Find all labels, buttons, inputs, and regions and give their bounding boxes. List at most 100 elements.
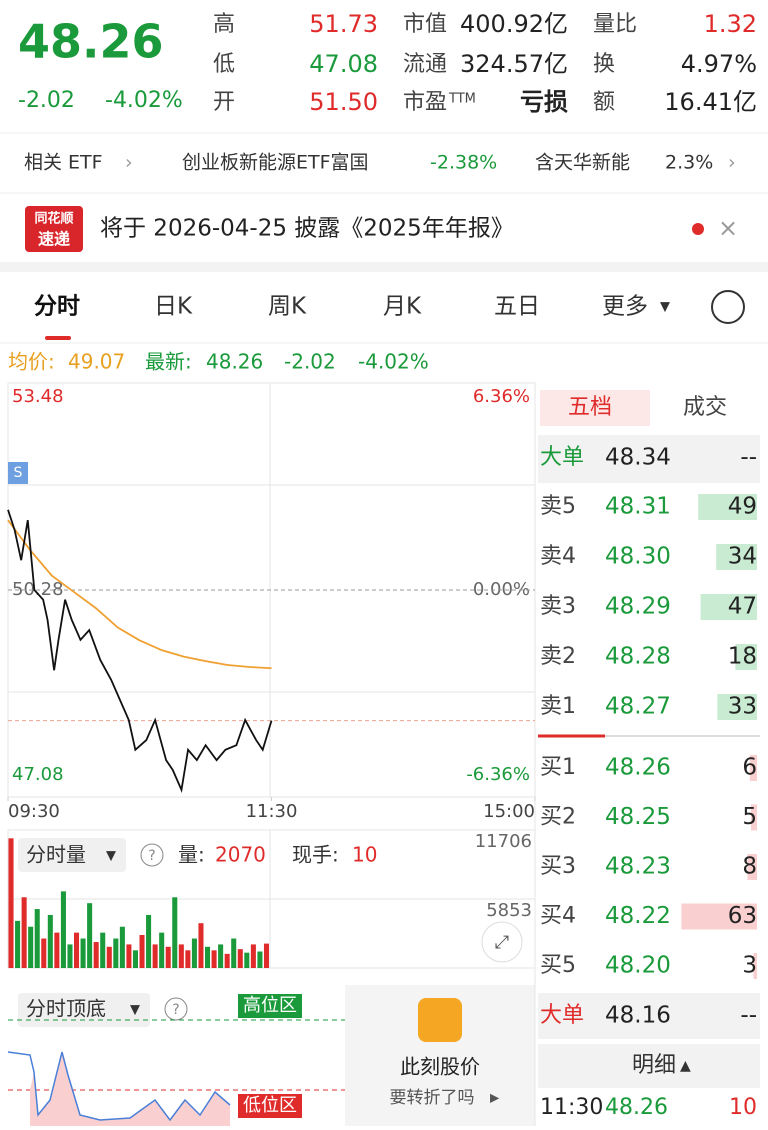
book-label: 卖3 <box>540 594 576 619</box>
stat-sup: TTM <box>448 92 476 107</box>
book-label: 卖2 <box>540 644 576 669</box>
book-price: 48.25 <box>605 804 671 830</box>
order-bar <box>681 903 757 930</box>
book-label: 买4 <box>540 904 576 929</box>
volume-bar <box>93 942 99 968</box>
logo <box>25 206 83 252</box>
notice-text[interactable]: 将于 2026-04-25 披露《2025年年报》 <box>100 216 514 242</box>
hand-label: 现手: <box>292 843 339 867</box>
detail-label: 明细 <box>632 1053 676 1078</box>
volume-bar <box>159 932 165 968</box>
marker: S <box>14 465 23 481</box>
tab[interactable]: 更多 <box>602 294 648 320</box>
volume-bar <box>257 951 263 968</box>
tab-underline <box>45 336 71 340</box>
trade-price: 48.26 <box>605 1095 668 1120</box>
stat-value: 亏损 <box>520 88 568 116</box>
high-label: 高位区 <box>243 995 297 1016</box>
book-label: 买3 <box>540 854 576 879</box>
indicator-label: 分时顶底 <box>26 997 106 1021</box>
volume-bar <box>237 949 243 968</box>
volume-bar <box>74 932 80 968</box>
order-bar <box>735 644 757 670</box>
low-tag <box>238 1094 302 1118</box>
order-bar <box>716 544 757 570</box>
stat-label: 市值 <box>403 12 447 37</box>
volume-bar <box>250 944 256 968</box>
book-tab[interactable]: 五档 <box>568 395 612 420</box>
order-bar <box>749 755 757 781</box>
pct-tick-label: 6.36% <box>473 386 530 407</box>
x-tick-label: 09:30 <box>8 801 60 822</box>
volume-bar <box>172 897 178 968</box>
book-vol: 47 <box>728 594 757 620</box>
volume-bar <box>146 914 152 968</box>
order-bar <box>717 694 757 720</box>
volume-bar <box>191 938 197 968</box>
tab[interactable]: 周K <box>268 294 307 320</box>
help[interactable] <box>164 997 188 1021</box>
volume-bar <box>218 944 224 968</box>
volume-bar <box>139 934 145 968</box>
help-q: ? <box>172 1002 179 1018</box>
volume-bar <box>41 938 47 968</box>
stat-value: 51.73 <box>309 10 378 38</box>
book-vol: 34 <box>728 544 757 570</box>
expand-icon: ⤢ <box>495 932 510 953</box>
etf-label[interactable]: 相关 ETF <box>24 152 103 174</box>
y-tick-label: 47.08 <box>12 764 64 785</box>
volume-bar <box>54 932 60 968</box>
info-last-label: 最新: <box>145 350 192 374</box>
stat-label: 市盈 <box>403 90 447 115</box>
book-tab[interactable]: 成交 <box>683 395 727 420</box>
tab[interactable]: 分时 <box>34 294 80 320</box>
book-price: 48.34 <box>605 445 671 471</box>
book-vol: 18 <box>728 644 757 670</box>
volume-label: 分时量 <box>26 843 86 867</box>
ad-arrow: ▶ <box>490 1091 500 1105</box>
tab[interactable]: 日K <box>154 294 193 320</box>
book-label: 大单 <box>540 1003 584 1028</box>
chevron: › <box>728 152 736 174</box>
volume-bar <box>60 891 66 968</box>
volume-bar <box>205 946 211 968</box>
book-vol: 49 <box>728 494 757 520</box>
ad-icon <box>418 998 462 1042</box>
book-label: 买1 <box>540 755 576 780</box>
dropdown[interactable] <box>18 838 126 872</box>
volume-bar <box>119 926 125 968</box>
stat-label: 流通 <box>403 52 447 77</box>
detail-bg[interactable] <box>538 1044 760 1088</box>
book-vol: -- <box>740 445 757 471</box>
dropdown[interactable] <box>18 993 150 1027</box>
volume-bar <box>21 897 27 968</box>
book-vol: 33 <box>728 694 757 720</box>
order-bar <box>698 494 757 520</box>
book-price: 48.27 <box>605 694 671 720</box>
high-tag <box>238 994 302 1018</box>
close[interactable]: × <box>718 214 738 242</box>
stat-value: 47.08 <box>309 50 378 78</box>
indicator-line <box>7 1051 231 1122</box>
change-pct: -4.02% <box>105 88 183 113</box>
stat-label: 量比 <box>593 12 637 37</box>
info-avg-label: 均价: <box>8 350 55 374</box>
tab[interactable]: 月K <box>383 294 422 320</box>
settings[interactable] <box>711 290 745 324</box>
trade-time: 11:30 <box>540 1095 603 1120</box>
help[interactable] <box>140 843 164 867</box>
volume-bar <box>263 943 269 968</box>
etf-name[interactable]: 创业板新能源ETF富国 <box>182 152 369 174</box>
holding-pct: 2.3% <box>665 152 713 174</box>
change: -2.02 <box>18 88 75 113</box>
info-change: -2.02 <box>284 350 336 374</box>
volume-bar <box>106 946 112 968</box>
avg-line <box>7 519 272 670</box>
tab[interactable]: 五日 <box>494 294 540 320</box>
book-tab-active[interactable] <box>540 390 650 426</box>
book-vol: 8 <box>742 854 757 880</box>
caret: ▼ <box>130 1003 140 1018</box>
stat-value: 51.50 <box>309 88 378 116</box>
expand[interactable] <box>481 921 523 963</box>
book-price: 48.16 <box>605 1003 671 1029</box>
